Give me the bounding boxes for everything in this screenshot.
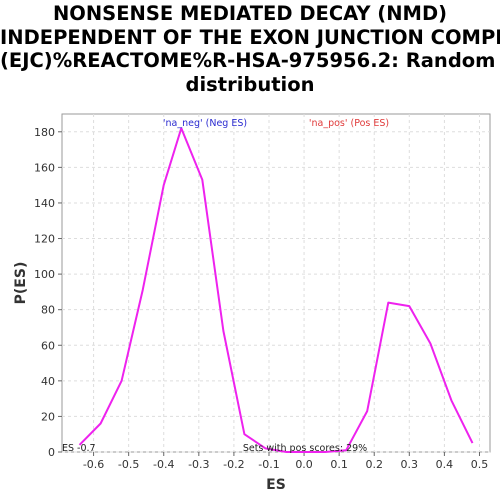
y-tick-label: 120 <box>34 233 55 246</box>
x-tick-label: -0.1 <box>258 458 279 471</box>
grid-lines <box>62 114 490 453</box>
y-tick-label: 100 <box>34 268 55 281</box>
legend-neg-label: 'na_neg' (Neg ES) <box>163 118 247 129</box>
x-tick-label: 0.4 <box>436 458 454 471</box>
x-tick-label: -0.5 <box>118 458 139 471</box>
y-tick-label: 180 <box>34 126 55 139</box>
x-tick-label: -0.4 <box>153 458 174 471</box>
series-line <box>78 127 474 453</box>
y-tick-label: 160 <box>34 161 55 174</box>
y-tick-label: 40 <box>41 375 55 388</box>
plot-area <box>61 113 491 453</box>
axis-ticks: -0.6 -0.5 -0.4 -0.3 -0.2 -0.1 0.0 0.1 0.2 0.3 0.4 0… <box>34 126 488 471</box>
y-tick-label: 140 <box>34 197 55 210</box>
x-tick-label: -0.2 <box>223 458 244 471</box>
y-tick-label: 20 <box>41 410 55 423</box>
y-tick-label: 80 <box>41 304 55 317</box>
x-tick-label: 0.5 <box>471 458 489 471</box>
legend-pos-label: 'na_pos' (Pos ES) <box>309 118 389 129</box>
title-line-4: distribution <box>185 72 315 96</box>
x-tick-label: 0.0 <box>295 458 313 471</box>
title-line-2: INDEPENDENT OF THE EXON JUNCTION COMPLEX <box>0 25 500 49</box>
x-tick-label: 0.3 <box>401 458 419 471</box>
x-tick-label: -0.3 <box>188 458 209 471</box>
chart-title: NONSENSE MEDIATED DECAY (NMD) INDEPENDEN… <box>0 2 500 96</box>
x-axis-label: ES <box>266 477 286 493</box>
title-line-1: NONSENSE MEDIATED DECAY (NMD) <box>52 2 448 25</box>
x-tick-label: 0.1 <box>330 458 348 471</box>
y-tick-label: 60 <box>41 339 55 352</box>
title-line-3: (EJC)%REACTOME%R-HSA-975956.2: Random ES <box>0 49 500 72</box>
x-tick-label: 0.2 <box>365 458 383 471</box>
min-es-annotation: ES -0.7 <box>62 443 96 454</box>
x-tick-label: -0.6 <box>83 458 104 471</box>
y-axis-label: P(ES) <box>13 262 29 305</box>
y-tick-label: 0 <box>48 446 55 459</box>
pos-scores-annotation: Sets with pos scores: 29% <box>243 443 367 454</box>
